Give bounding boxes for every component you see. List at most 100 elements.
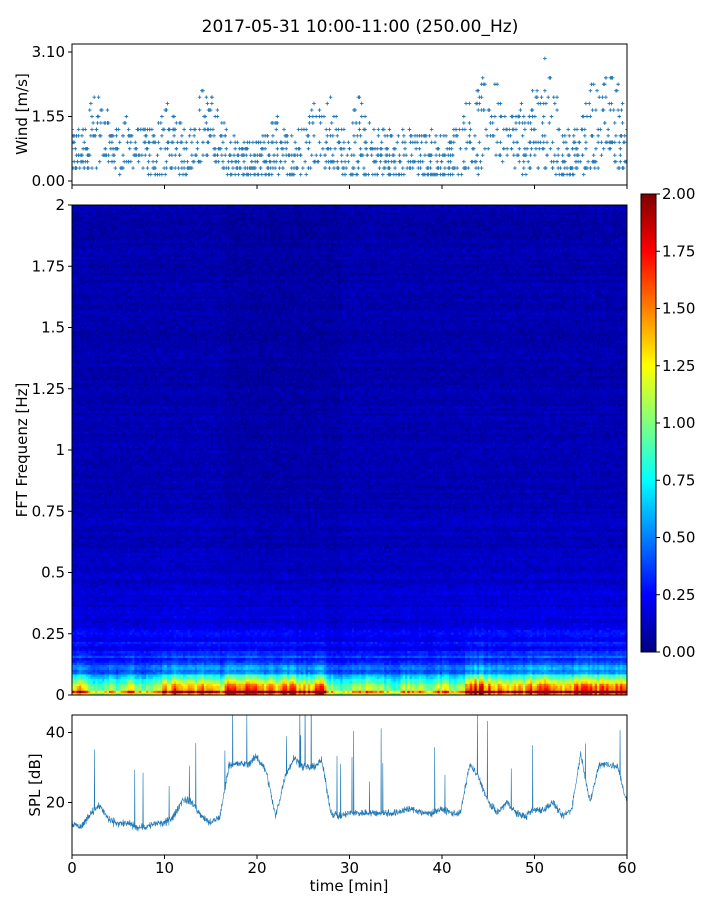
spectrogram-cell [229,686,232,689]
spectrogram-cell [384,686,387,689]
spectrogram-cell [88,690,91,693]
wind-point [600,153,604,157]
spectrogram-cell [130,681,133,684]
spectrogram-cell [252,686,255,689]
spectrogram-cell [174,679,177,682]
spectrogram-cell [491,674,494,677]
spectrogram-cell [368,676,371,679]
spectrogram-cell [407,683,410,686]
spectrogram-cell [77,669,80,672]
spectrogram-cell [569,676,572,679]
wind-point [604,95,608,99]
spectrogram-cell [567,679,570,682]
spectrogram-cell [273,681,276,684]
spectrogram-cell [350,690,353,693]
spectrogram-cell [572,681,575,684]
spectrogram-cell [472,686,475,689]
spectrogram-cell [137,681,140,684]
wind-point [328,128,332,132]
spectrogram-cell [111,681,114,684]
spectrogram-cell [250,681,253,684]
spectrogram-cell [340,683,343,686]
spectrogram-cell [419,679,422,682]
spectrogram-cell [558,676,561,679]
spectrogram-cell [278,690,281,693]
wind-point [148,153,152,157]
wind-point [510,147,514,151]
spectrogram-cell [393,681,396,684]
spectrogram-cell [414,669,417,672]
spectrogram-cell [578,676,581,679]
spectrogram-cell [324,679,327,682]
spectrogram-cell [467,686,470,689]
spectrogram-cell [299,669,302,672]
spectrogram-cell [613,686,616,689]
spectrogram-cell [266,674,269,677]
spectrogram-cell [239,679,242,682]
spectrogram-cell [407,688,410,691]
spectrogram-cell [430,690,433,693]
spectrogram-cell [93,688,96,691]
wind-point [276,147,280,151]
spectrogram-cell [128,683,131,686]
spectrogram-cell [553,688,556,691]
spectrogram-cell [558,674,561,677]
spectrogram-cell [310,679,313,682]
spectrogram-cell [269,676,272,679]
spectrogram-cell [521,681,524,684]
wind-point [319,121,323,125]
spectrogram-cell [382,686,385,689]
spectrogram-cell [299,676,302,679]
wind-point [95,128,99,132]
spectrogram-cell [264,679,267,682]
spectrogram-cell [132,686,135,689]
spectrogram-cell [269,681,272,684]
spectrogram-cell [199,676,202,679]
spectrogram-cell [276,679,279,682]
spectrogram-cell [204,674,207,677]
spectrogram-cell [199,690,202,693]
spectrogram-cell [343,690,346,693]
spectrogram-cell [361,669,364,672]
spectrogram-cell [620,681,623,684]
spectrogram-cell [329,679,332,682]
spectrogram-cell [398,686,401,689]
spectrogram-cell [222,674,225,677]
spectrogram-cell [243,683,246,686]
spectrogram-cell [276,672,279,675]
spectrogram-cell [95,672,98,675]
spectrogram-cell [377,681,380,684]
spectrogram-cell [576,679,579,682]
spectrogram-cell [558,686,561,689]
wind-point [505,153,509,157]
spectrogram-cell [118,674,121,677]
spectrogram-cell [262,674,265,677]
spectrogram-cell [486,681,489,684]
spectrogram-cell [514,686,517,689]
spectrogram-cell [525,672,528,675]
spectrogram-cell [88,669,91,672]
spectrogram-cell [622,683,625,686]
spectrogram-cell [546,688,549,691]
wind-point [192,134,196,138]
spectrogram-cell [467,688,470,691]
spectrogram-cell [421,669,424,672]
spectrogram-cell [343,672,346,675]
spectrogram-cell [202,688,205,691]
spectrogram-cell [234,674,237,677]
spectrogram-cell [118,681,121,684]
spectrogram-cell [366,686,369,689]
spectrogram-cell [495,681,498,684]
spectrogram-cell [181,672,184,675]
spectrogram-cell [535,683,538,686]
spectrogram-cell [479,683,482,686]
spectrogram-cell [569,672,572,675]
spectrogram-cell [97,672,100,675]
spectrogram-cell [511,674,514,677]
spectrogram-cell [398,688,401,691]
spectrogram-cell [618,672,621,675]
spectrogram-cell [190,676,193,679]
spectrogram-cell [470,679,473,682]
spectrogram-cell [97,688,100,691]
spectrogram-cell [234,683,237,686]
